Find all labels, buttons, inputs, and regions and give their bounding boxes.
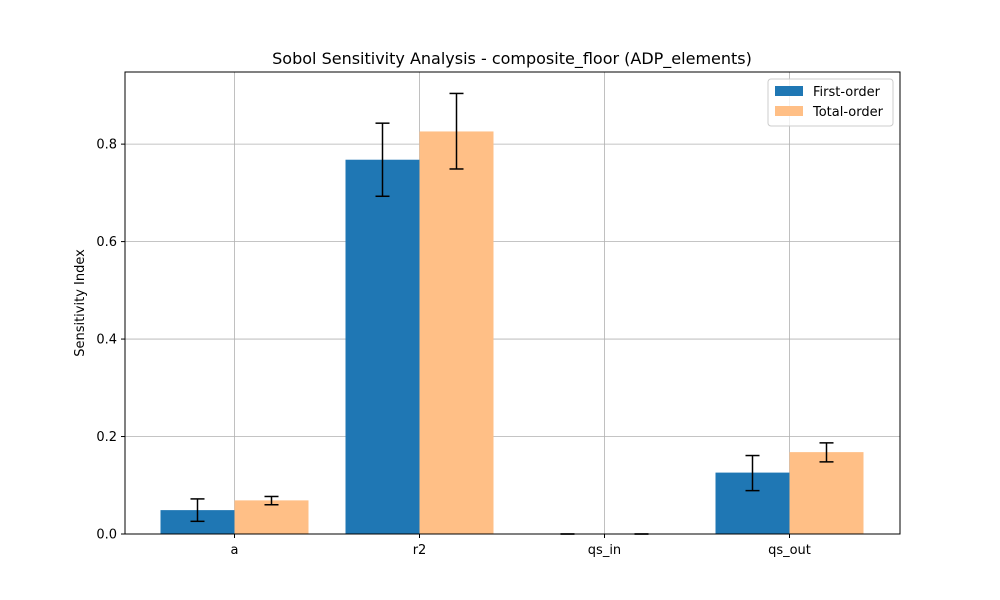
bar-total-order [419, 131, 494, 535]
y-tick-label: 0.4 [96, 333, 117, 348]
bar-total-order [234, 500, 309, 534]
y-tick-label: 0.6 [96, 235, 117, 250]
bars [160, 131, 864, 535]
legend-label: First-order [813, 85, 881, 100]
chart-title: Sobol Sensitivity Analysis - composite_f… [272, 49, 752, 69]
bar-total-order [789, 452, 864, 534]
axes: 0.0 0.2 0.4 0.6 0.8 a r2 qs_in qs_out [96, 71, 901, 558]
legend: First-order Total-order [767, 78, 894, 127]
x-tick-label: qs_out [768, 543, 811, 558]
bar-first-order [345, 159, 420, 535]
y-tick-label: 0.0 [96, 528, 117, 543]
legend-label: Total-order [812, 105, 884, 120]
x-tick-label: a [231, 543, 239, 558]
plot-frame [124, 71, 901, 535]
grid [125, 72, 900, 535]
y-tick-label: 0.2 [96, 430, 117, 445]
y-axis-label: Sensitivity Index [73, 249, 88, 357]
x-tick-label: qs_in [588, 543, 621, 558]
legend-swatch [775, 106, 803, 116]
error-bars [190, 92, 834, 535]
y-tick-label: 0.8 [96, 138, 117, 153]
legend-swatch [775, 86, 803, 96]
x-tick-label: r2 [413, 543, 427, 558]
